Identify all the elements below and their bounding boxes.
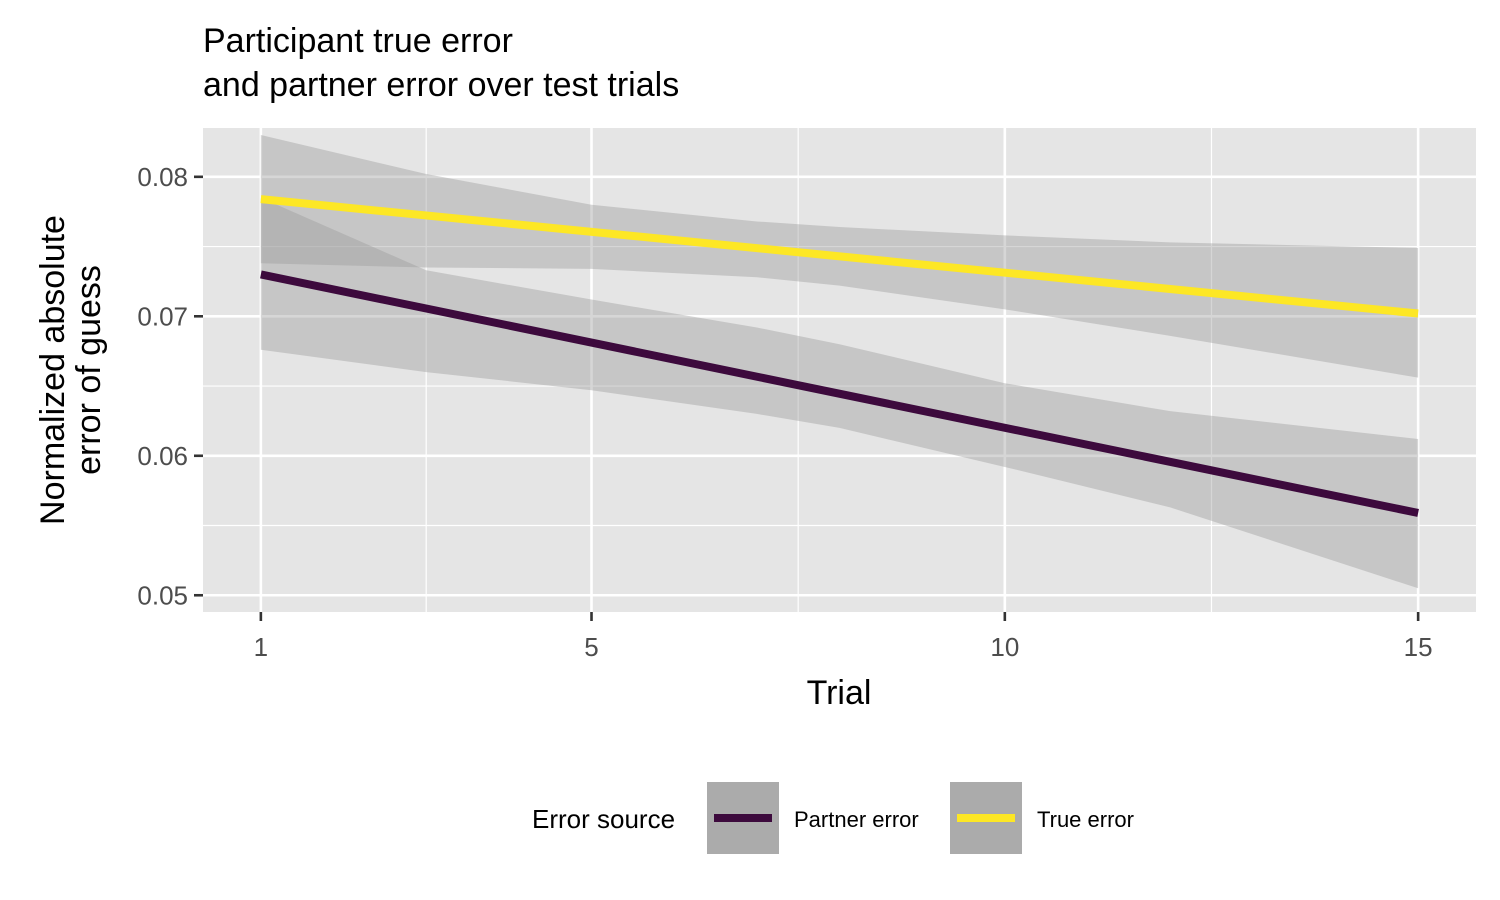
grid-minor xyxy=(203,128,1476,612)
series-line-true-error xyxy=(260,195,1419,318)
y-tick-label-0-05: 0.05 xyxy=(137,580,188,610)
x-tick-label-10: 10 xyxy=(990,632,1019,662)
y-tick-label-0-08: 0.08 xyxy=(137,162,188,192)
x-tick-label-15: 15 xyxy=(1404,632,1433,662)
x-tick-label-1: 1 xyxy=(254,632,268,662)
y-tick-label-0-07: 0.07 xyxy=(137,301,188,331)
x-axis-title: Trial xyxy=(807,674,872,712)
y-axis-title-line-2: error of guess xyxy=(70,265,108,475)
chart-title-line-1: Participant true error xyxy=(203,22,513,60)
plot-panel xyxy=(203,128,1476,612)
series-line-partner-error xyxy=(260,270,1419,517)
series-lines xyxy=(260,195,1419,517)
legend: Error source Partner error True error xyxy=(532,782,1134,854)
x-axis: 1 5 10 15 xyxy=(254,612,1433,662)
y-tick-label-0-06: 0.06 xyxy=(137,441,188,471)
y-axis: 0.05 0.06 0.07 0.08 xyxy=(137,162,203,610)
legend-label-partner-error: Partner error xyxy=(794,807,919,832)
x-tick-label-5: 5 xyxy=(584,632,598,662)
y-axis-title-line-1: Normalized absolute xyxy=(34,215,72,525)
grid-major xyxy=(203,128,1476,612)
legend-label-true-error: True error xyxy=(1037,807,1134,832)
chart-title-line-2: and partner error over test trials xyxy=(203,66,679,104)
legend-title: Error source xyxy=(532,804,675,834)
